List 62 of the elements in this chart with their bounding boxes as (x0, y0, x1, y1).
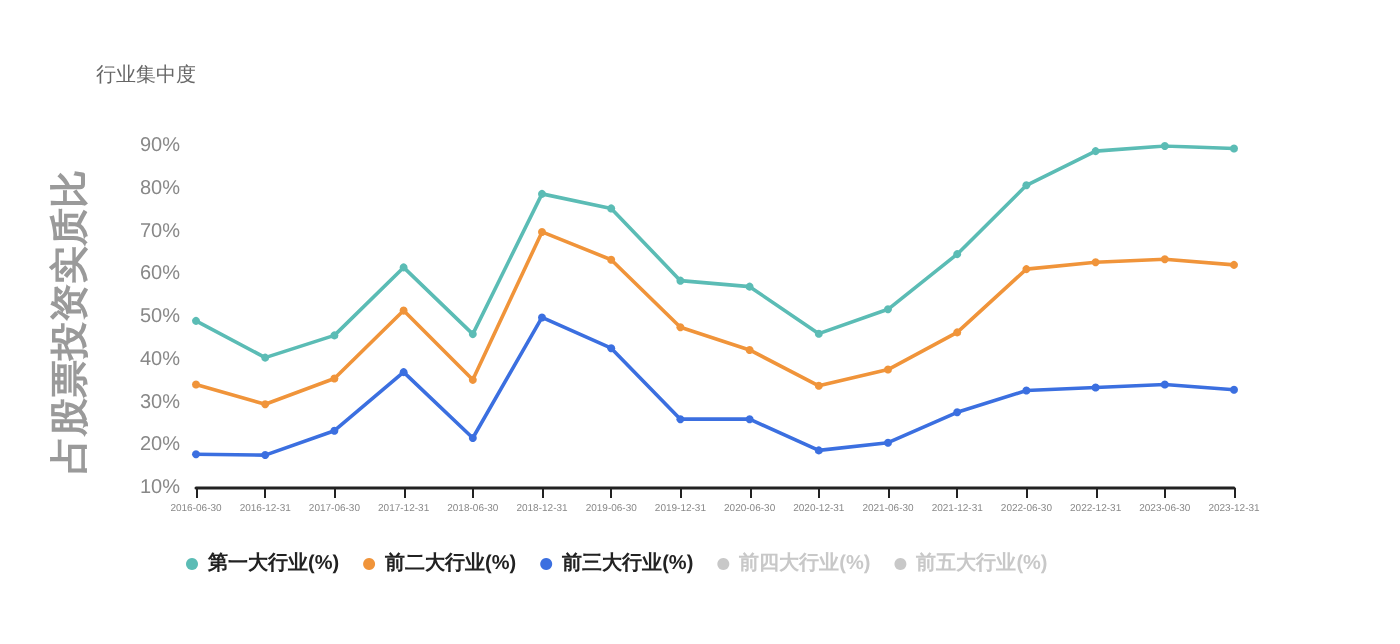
point (330, 426, 339, 435)
point (261, 451, 270, 460)
point (1022, 181, 1031, 190)
point (1022, 265, 1031, 274)
point (330, 331, 339, 340)
y-tick-label: 40% (139, 348, 181, 371)
y-tick-label: 90% (139, 135, 181, 157)
point (468, 330, 477, 339)
point (192, 380, 200, 389)
point (607, 204, 616, 213)
y-tick-label: 50% (139, 306, 181, 328)
y-tick-label: 70% (139, 220, 181, 243)
point (953, 328, 962, 337)
point (1022, 386, 1031, 395)
point (330, 374, 339, 383)
point (1091, 258, 1100, 267)
y-tick-label: 80% (139, 177, 181, 200)
point (399, 263, 408, 272)
point (538, 189, 546, 198)
point (607, 255, 616, 264)
point (745, 345, 754, 354)
point (745, 282, 754, 291)
legend-label: 前三大行业(%) (560, 551, 694, 575)
legend-label: 前二大行业(%) (383, 551, 517, 575)
point (399, 368, 408, 377)
point (1160, 142, 1169, 150)
y-tick-label: 20% (139, 434, 181, 457)
point (607, 344, 616, 353)
y-tick-label: 30% (139, 391, 181, 414)
y-tick-label: 60% (139, 263, 181, 286)
point (1160, 255, 1169, 264)
point (745, 415, 754, 424)
point (814, 381, 823, 390)
point (884, 305, 892, 314)
point (953, 250, 962, 259)
point (814, 446, 823, 455)
legend-label: 第一大行业(%) (206, 551, 340, 575)
point (468, 433, 477, 442)
point (538, 227, 546, 236)
point (192, 450, 200, 459)
point (676, 276, 685, 285)
point (1230, 144, 1238, 153)
point (676, 415, 685, 424)
point (192, 316, 200, 325)
point (538, 313, 546, 322)
point (814, 329, 823, 338)
point (261, 400, 270, 409)
point (399, 306, 408, 315)
point (953, 408, 962, 417)
point (884, 365, 892, 374)
text: 占股票投资实质比 (48, 170, 92, 474)
y-axis-title: 行业集中度 (96, 63, 196, 87)
point (1230, 260, 1238, 269)
point (1230, 385, 1238, 394)
point (884, 438, 892, 447)
point (468, 375, 477, 384)
point (261, 353, 270, 362)
y-tick-label: 10% (139, 477, 181, 499)
point (1091, 147, 1100, 156)
point (676, 323, 685, 332)
point (1160, 380, 1169, 389)
point (1091, 383, 1100, 392)
